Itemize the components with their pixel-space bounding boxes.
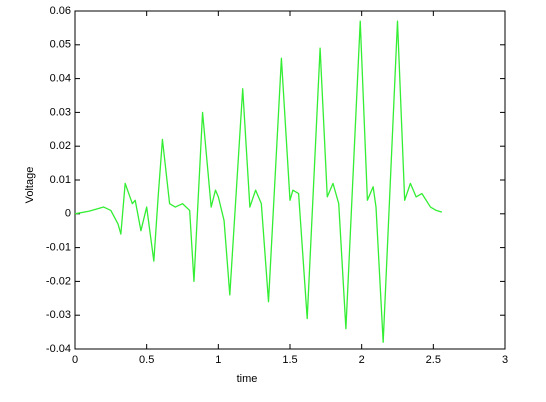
y-tick-label: 0.04: [50, 73, 71, 85]
y-axis-label: Voltage: [24, 167, 36, 204]
y-tick-label: 0.06: [50, 5, 71, 17]
x-axis-label: time: [237, 373, 258, 385]
x-tick-label: 1: [215, 354, 221, 366]
y-tick-label: -0.03: [46, 309, 71, 321]
x-tick-label: 2.5: [426, 354, 441, 366]
x-tick-label: 1.5: [282, 354, 297, 366]
x-tick-label: 3: [502, 354, 508, 366]
y-tick-label: -0.04: [46, 343, 71, 355]
y-tick-label: -0.01: [46, 242, 71, 254]
x-tick-label: 0: [72, 354, 78, 366]
y-tick-label: 0.03: [50, 106, 71, 118]
y-tick-label: 0: [65, 208, 71, 220]
x-tick-label: 0.5: [139, 354, 154, 366]
y-tick-label: 0.01: [50, 174, 71, 186]
y-tick-label: 0.05: [50, 39, 71, 51]
data-line: [74, 20, 443, 343]
y-tick-label: -0.02: [46, 275, 71, 287]
x-tick-label: 2: [359, 354, 365, 366]
y-tick-label: 0.02: [50, 140, 71, 152]
plot-frame: [74, 10, 506, 350]
